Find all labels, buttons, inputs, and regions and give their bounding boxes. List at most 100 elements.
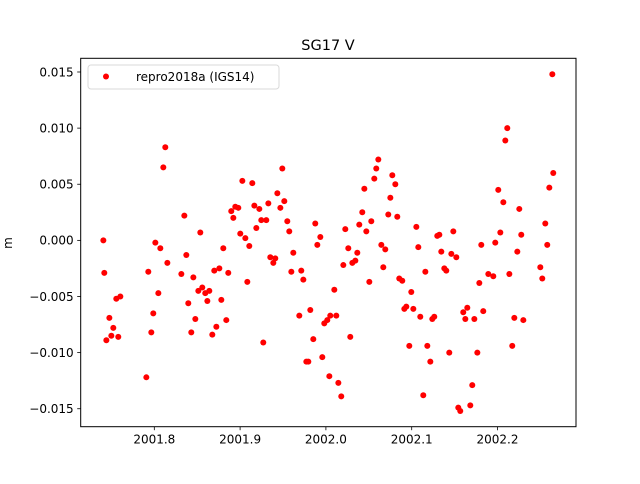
data-point bbox=[359, 209, 366, 216]
data-point bbox=[537, 264, 544, 271]
data-point bbox=[209, 331, 216, 338]
data-point bbox=[352, 257, 359, 264]
data-point bbox=[478, 241, 485, 248]
data-point bbox=[162, 144, 169, 151]
data-point bbox=[157, 245, 164, 252]
data-point bbox=[298, 267, 305, 274]
data-point bbox=[460, 309, 467, 316]
data-point bbox=[145, 268, 152, 275]
data-point bbox=[188, 329, 195, 336]
data-point bbox=[363, 228, 370, 235]
data-point bbox=[216, 265, 223, 272]
data-point bbox=[235, 204, 242, 211]
data-points bbox=[100, 71, 557, 414]
data-point bbox=[195, 287, 202, 294]
data-point bbox=[327, 312, 334, 319]
data-point bbox=[284, 218, 291, 225]
data-point bbox=[511, 314, 518, 321]
legend-box bbox=[87, 64, 280, 90]
data-point bbox=[354, 249, 361, 256]
data-point bbox=[516, 205, 523, 212]
data-point bbox=[253, 225, 260, 232]
data-point bbox=[474, 349, 481, 356]
data-point bbox=[438, 248, 445, 255]
data-point bbox=[542, 220, 549, 227]
data-point bbox=[497, 229, 504, 236]
data-point bbox=[317, 233, 324, 240]
data-point bbox=[490, 273, 497, 280]
y-tick-label: 0.005 bbox=[39, 178, 73, 192]
data-point bbox=[106, 314, 113, 321]
data-point bbox=[427, 358, 434, 365]
data-point bbox=[190, 274, 197, 281]
data-point bbox=[382, 246, 389, 253]
x-tick-label: 2002.1 bbox=[391, 433, 433, 447]
data-point bbox=[495, 186, 502, 193]
data-point bbox=[197, 229, 204, 236]
data-point bbox=[220, 245, 227, 252]
data-point bbox=[492, 239, 499, 246]
data-point bbox=[347, 333, 354, 340]
data-point bbox=[218, 296, 225, 303]
data-point bbox=[424, 342, 431, 349]
data-point bbox=[211, 267, 218, 274]
data-point bbox=[476, 280, 483, 287]
data-point bbox=[279, 165, 286, 172]
data-point bbox=[260, 339, 267, 346]
x-axis-ticks: 2001.8 2001.9 2002.0 2002.1 2002.2 bbox=[133, 426, 518, 447]
data-point bbox=[509, 342, 516, 349]
data-point bbox=[103, 337, 110, 344]
data-point bbox=[249, 180, 256, 187]
data-point bbox=[178, 271, 185, 278]
data-point bbox=[342, 226, 349, 233]
data-point bbox=[408, 289, 415, 296]
data-point bbox=[181, 212, 188, 219]
data-point bbox=[410, 305, 417, 312]
data-point bbox=[164, 259, 171, 266]
chart-title: SG17 V bbox=[301, 38, 355, 54]
data-point bbox=[546, 184, 553, 191]
data-point bbox=[399, 277, 406, 284]
data-point bbox=[403, 303, 410, 310]
data-point bbox=[267, 254, 274, 261]
data-point bbox=[453, 254, 460, 261]
data-point bbox=[431, 313, 438, 320]
x-tick-label: 2001.9 bbox=[219, 433, 261, 447]
data-point bbox=[389, 172, 396, 179]
data-point bbox=[518, 231, 525, 238]
data-point bbox=[115, 333, 122, 340]
data-point bbox=[422, 268, 429, 275]
data-point bbox=[471, 315, 478, 322]
x-tick-label: 2002.0 bbox=[305, 433, 347, 447]
data-point bbox=[152, 239, 159, 246]
y-tick-label: 0.015 bbox=[39, 65, 73, 79]
data-point bbox=[270, 259, 277, 266]
data-point bbox=[326, 373, 333, 380]
data-point bbox=[436, 231, 443, 238]
data-point bbox=[228, 208, 235, 215]
legend-marker bbox=[103, 73, 109, 80]
data-point bbox=[394, 213, 401, 220]
y-tick-label: 0.000 bbox=[39, 234, 73, 248]
data-point bbox=[108, 332, 115, 339]
data-point bbox=[110, 324, 117, 331]
data-point bbox=[544, 241, 551, 248]
data-point bbox=[290, 249, 297, 256]
data-point bbox=[371, 175, 378, 182]
data-point bbox=[148, 329, 155, 336]
data-point bbox=[213, 323, 220, 330]
data-point bbox=[333, 312, 340, 319]
data-point bbox=[335, 379, 342, 386]
data-point bbox=[239, 177, 246, 184]
data-point bbox=[375, 156, 382, 163]
x-tick-label: 2001.8 bbox=[133, 433, 175, 447]
y-tick-label: −0.005 bbox=[29, 290, 73, 304]
data-point bbox=[485, 271, 492, 278]
data-point bbox=[366, 278, 373, 285]
data-point bbox=[549, 71, 556, 78]
data-point bbox=[446, 349, 453, 356]
y-tick-label: −0.015 bbox=[29, 402, 73, 416]
data-point bbox=[462, 315, 469, 322]
data-point bbox=[230, 214, 237, 221]
